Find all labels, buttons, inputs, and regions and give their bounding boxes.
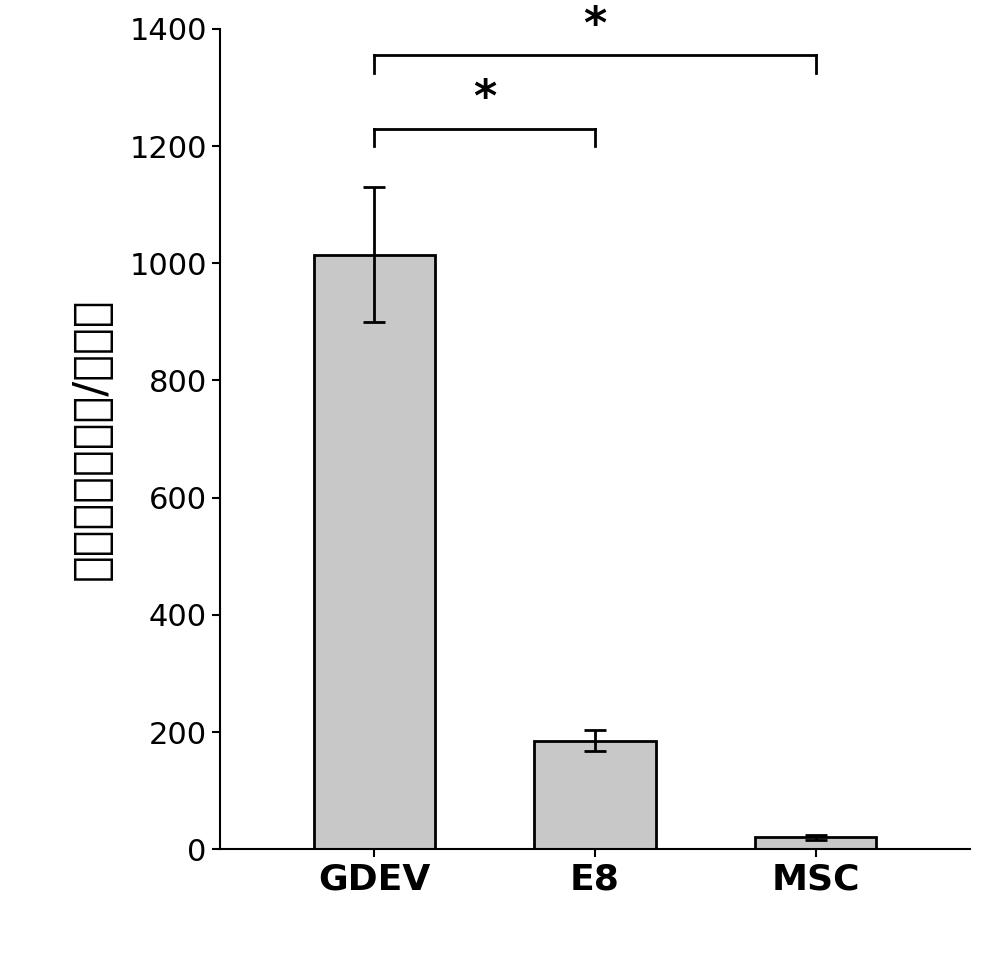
Bar: [755, 838, 876, 849]
Y-axis label: 外泌体得率（个/细胞）: 外泌体得率（个/细胞）: [70, 298, 113, 580]
Text: *: *: [473, 77, 496, 120]
Text: *: *: [583, 4, 607, 46]
Bar: [534, 741, 656, 849]
Bar: [314, 255, 435, 849]
